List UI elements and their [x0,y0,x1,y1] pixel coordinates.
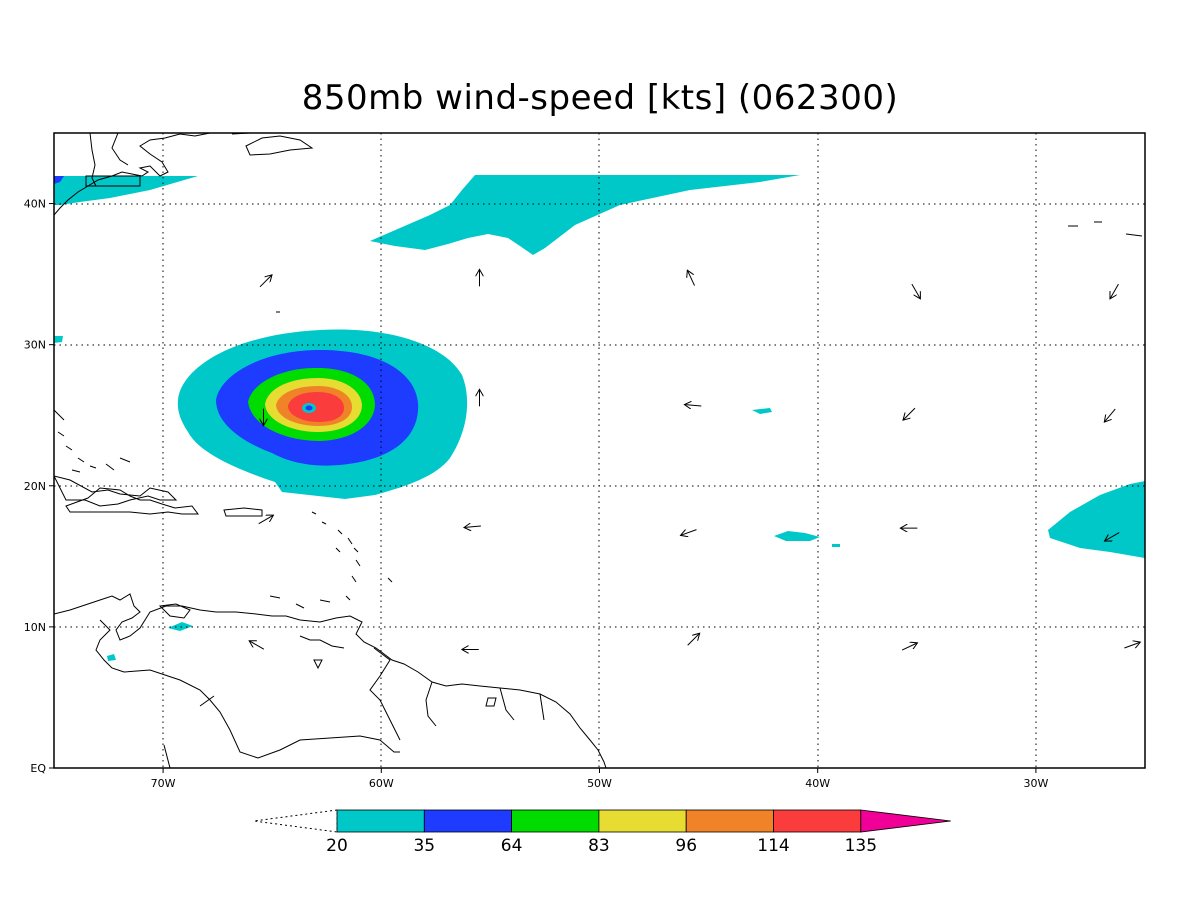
axis-ticks: 70W 60W 50W 40W 30W 40N 30N 20N 10N EQ [24,198,1049,790]
colorbar-segment [423,809,512,833]
lon-tick-label: 30W [1023,777,1048,790]
colorbar-level-label: 64 [501,836,523,856]
wind-vectors [250,270,1139,650]
map-title: 850mb wind-speed [kts] (062300) [301,78,899,118]
colorbar-low-extension [253,809,338,833]
wind-vector [687,634,699,646]
colorbar-level-label: 20 [326,836,348,856]
lat-tick-label: EQ [30,762,46,775]
colorbar-segment [511,809,600,833]
lat-tick-label: 10N [24,621,46,634]
lon-tick-label: 60W [369,777,394,790]
colorbar-segment [598,809,687,833]
wind-vector [901,643,917,651]
lat-tick-label: 40N [24,198,46,211]
plot-area [54,133,1145,768]
colorbar-segment [773,809,862,833]
shade-west-edge-cyan [54,336,63,343]
wind-vector [259,276,271,288]
lat-tick-label: 30N [24,339,46,352]
shade-mid-patch-2 [774,531,820,541]
wind-speed-shading [54,175,1145,661]
colorbar-level-label: 35 [413,836,435,856]
shade-storm-114 [288,392,344,422]
wind-vector [258,516,273,525]
wind-vector [688,271,695,286]
wind-vector [1124,642,1139,649]
colorbar-segment [336,809,425,833]
colorbar-segment [685,809,774,833]
lat-lon-grid [54,133,1145,768]
shade-mid-patch-1 [752,408,772,414]
shade-mid-patch-3 [832,544,840,547]
shade-sw-patch-2 [107,654,116,661]
shade-nw-cyan [54,176,198,205]
colorbar-level-label: 83 [588,836,610,856]
shade-storm-eye-blue [305,405,313,411]
lon-tick-label: 70W [151,777,176,790]
lat-tick-label: 20N [24,480,46,493]
colorbar-high-extension [860,809,951,833]
wind-vector [685,405,702,406]
shade-north-cyan [370,175,800,255]
shade-nw-blue [54,176,64,184]
lon-tick-label: 40W [805,777,830,790]
wind-vector [1105,408,1116,421]
wind-vector [465,526,481,527]
colorbar: 20 35 64 83 96 114 135 [253,809,951,856]
wind-vector [904,407,916,419]
wind-vector [250,641,265,650]
wind-vector [911,283,920,298]
lon-tick-label: 50W [587,777,612,790]
wind-vector [1105,532,1120,541]
colorbar-level-label: 135 [845,836,877,856]
wind-vector [1110,283,1119,298]
colorbar-level-label: 114 [757,836,789,856]
shade-east-cyan [1048,481,1145,558]
wind-vector [681,529,697,535]
colorbar-level-label: 96 [675,836,697,856]
